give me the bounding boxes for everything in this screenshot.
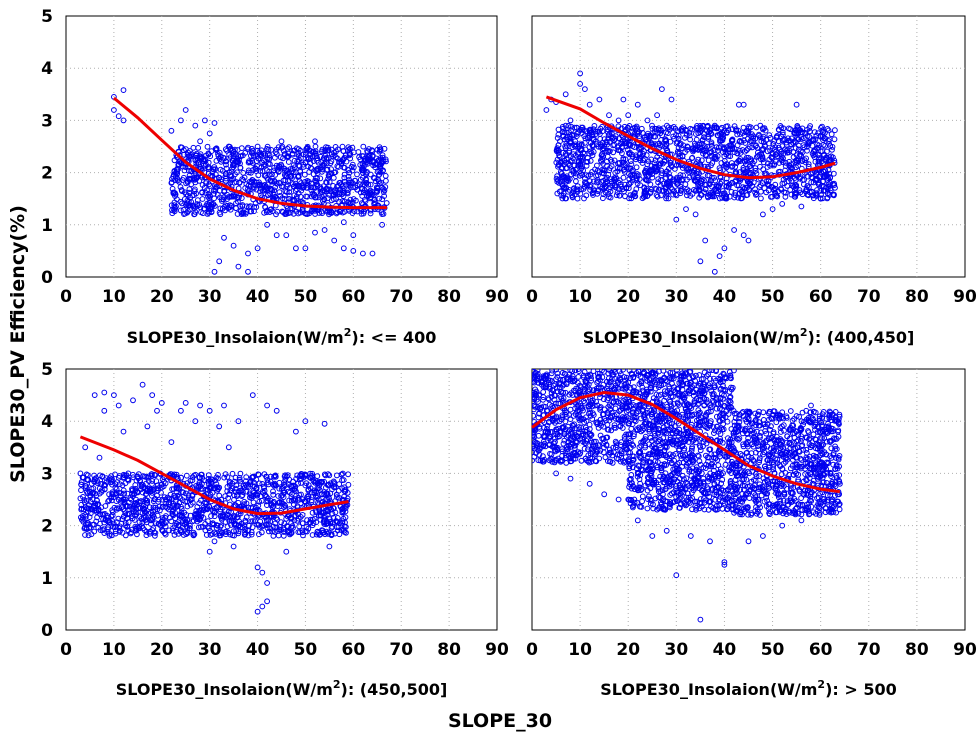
x-tick-label: 70 bbox=[389, 640, 413, 660]
x-tick-label: 10 bbox=[568, 640, 592, 660]
panel-subtitle: SLOPE30_Insolaion(W/m2): (450,500] bbox=[116, 678, 448, 699]
x-tick-label: 50 bbox=[761, 287, 785, 307]
x-tick-label: 40 bbox=[713, 640, 737, 660]
x-tick-label: 40 bbox=[246, 287, 270, 307]
x-tick-label: 70 bbox=[389, 287, 413, 307]
x-tick-label: 50 bbox=[294, 640, 318, 660]
x-tick-label: 30 bbox=[198, 640, 222, 660]
x-tick-label: 30 bbox=[664, 640, 688, 660]
x-tick-label: 70 bbox=[857, 287, 881, 307]
y-tick-label: 2 bbox=[41, 517, 53, 537]
x-tick-label: 10 bbox=[102, 287, 126, 307]
x-tick-label: 30 bbox=[664, 287, 688, 307]
plot-area bbox=[66, 16, 497, 277]
x-tick-label: 40 bbox=[246, 640, 270, 660]
x-tick-label: 10 bbox=[568, 287, 592, 307]
panel-3: 0 10 20 30 40 50 60 70 80 90 0 1 2 3 4 5 SLOPE30_Insolai… bbox=[41, 360, 509, 699]
panel-2: 0 10 20 30 40 50 60 70 80 90 SLOPE30_Insolaion(W/m… bbox=[526, 16, 977, 347]
x-tick-label: 90 bbox=[953, 287, 977, 307]
x-tick-label: 10 bbox=[102, 640, 126, 660]
y-tick-label: 4 bbox=[41, 59, 53, 79]
y-tick-label: 3 bbox=[41, 111, 53, 131]
x-tick-label: 0 bbox=[526, 287, 538, 307]
panel-subtitle: SLOPE30_Insolaion(W/m2): (400,450] bbox=[583, 326, 915, 347]
x-tick-label: 50 bbox=[761, 640, 785, 660]
y-tick-label: 5 bbox=[41, 7, 53, 27]
y-tick-label: 0 bbox=[41, 268, 53, 288]
x-tick-label: 90 bbox=[485, 287, 509, 307]
x-tick-label: 80 bbox=[437, 640, 461, 660]
x-tick-label: 60 bbox=[809, 287, 833, 307]
x-tick-label: 50 bbox=[294, 287, 318, 307]
x-tick-label: 80 bbox=[905, 640, 929, 660]
x-tick-label: 0 bbox=[526, 640, 538, 660]
x-tick-label: 0 bbox=[60, 287, 72, 307]
y-tick-label: 4 bbox=[41, 412, 53, 432]
panel-1: 0 10 20 30 40 50 60 70 80 90 0 1 2 3 4 5 SLOPE30_Insolai… bbox=[41, 7, 509, 347]
y-tick-label: 1 bbox=[41, 569, 53, 589]
x-tick-label: 40 bbox=[713, 287, 737, 307]
x-tick-label: 90 bbox=[953, 640, 977, 660]
x-tick-label: 90 bbox=[485, 640, 509, 660]
x-tick-label: 20 bbox=[616, 640, 640, 660]
x-tick-label: 20 bbox=[150, 640, 174, 660]
y-tick-label: 3 bbox=[41, 464, 53, 484]
x-tick-label: 0 bbox=[60, 640, 72, 660]
x-tick-label: 60 bbox=[341, 640, 365, 660]
x-tick-label: 30 bbox=[198, 287, 222, 307]
x-tick-label: 60 bbox=[341, 287, 365, 307]
panel-subtitle: SLOPE30_Insolaion(W/m2): <= 400 bbox=[127, 326, 437, 347]
y-tick-label: 2 bbox=[41, 164, 53, 184]
x-tick-label: 60 bbox=[809, 640, 833, 660]
x-tick-label: 80 bbox=[905, 287, 929, 307]
x-tick-label: 80 bbox=[437, 287, 461, 307]
y-tick-label: 5 bbox=[41, 360, 53, 380]
x-tick-label: 20 bbox=[150, 287, 174, 307]
x-tick-label: 20 bbox=[616, 287, 640, 307]
y-tick-label: 1 bbox=[41, 216, 53, 236]
y-tick-label: 0 bbox=[41, 621, 53, 641]
x-tick-label: 70 bbox=[857, 640, 881, 660]
